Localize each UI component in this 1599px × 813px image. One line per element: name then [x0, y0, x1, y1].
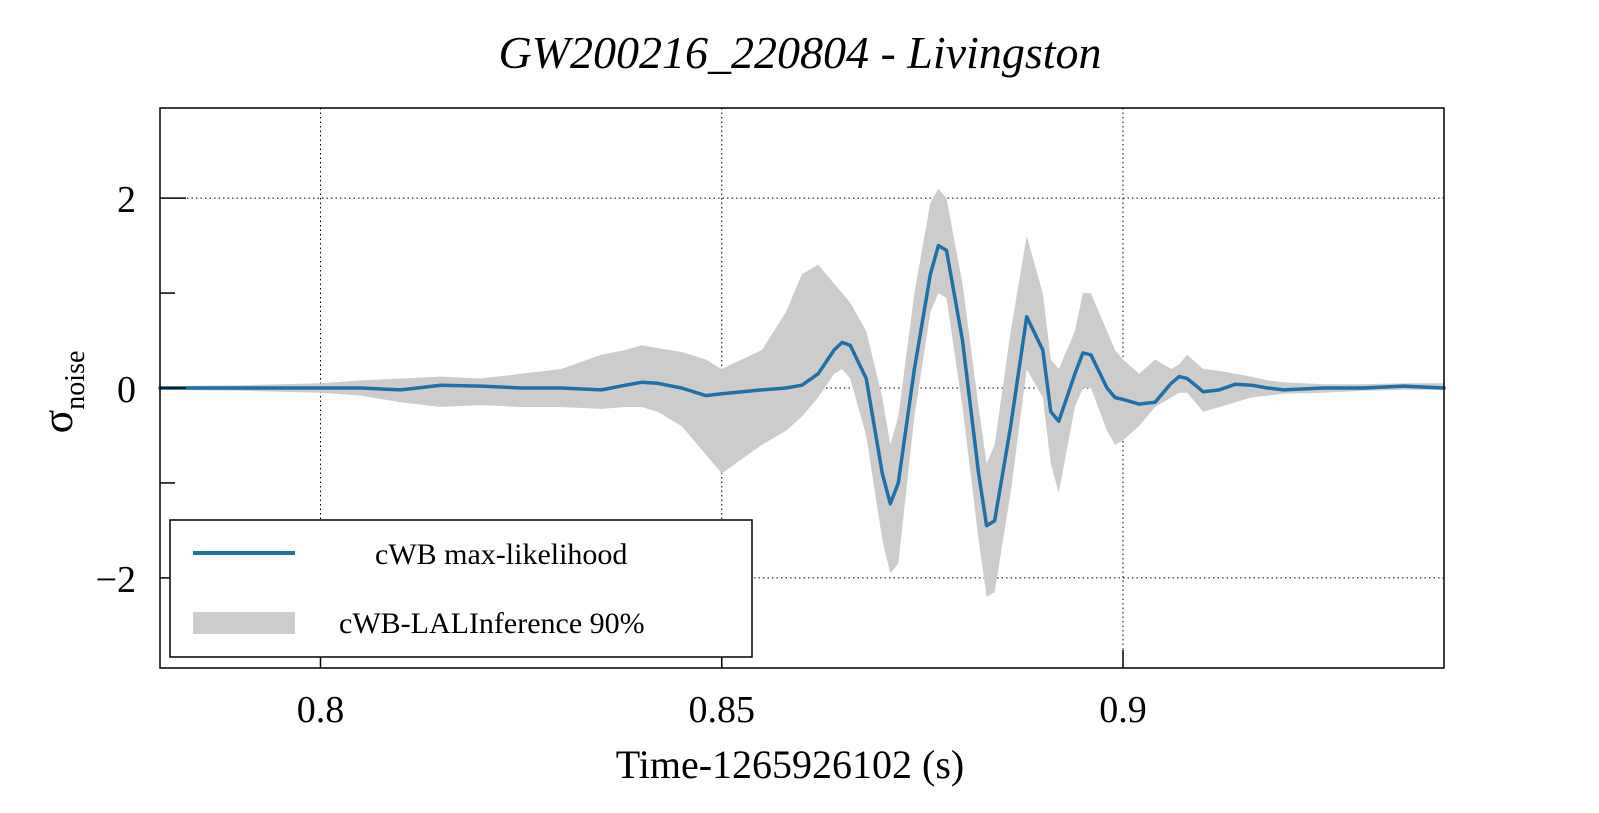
- y-axis-label-symbol: σ: [33, 409, 82, 433]
- x-tick-label-0: 0.8: [297, 689, 345, 731]
- band-area-0: [160, 188, 1444, 597]
- series-line-0: [158, 243, 1446, 528]
- line-layer: [158, 243, 1446, 528]
- y-axis-label: σnoise: [33, 351, 91, 434]
- band-layer: [160, 188, 1444, 597]
- plot-frame: [159, 107, 1445, 669]
- legend-box: [169, 519, 753, 658]
- chart-title: GW200216_220804 - Livingston: [498, 27, 1101, 78]
- legend-line-label: cWB max-likelihood: [375, 538, 627, 571]
- legend: cWB max-likelihood cWB-LALInference 90%: [169, 519, 753, 658]
- x-tick-label-1: 0.85: [689, 689, 756, 731]
- ticks: 0.8 0.85 0.9 −2 0 2: [96, 179, 1147, 731]
- svg-text:σnoise: σnoise: [33, 351, 91, 434]
- y-axis-label-subscript: noise: [60, 351, 91, 410]
- y-tick-label-2: 2: [117, 179, 136, 221]
- legend-band-swatch: [193, 612, 295, 634]
- x-tick-label-2: 0.9: [1099, 689, 1147, 731]
- x-axis-label: Time-1265926102 (s): [616, 742, 965, 787]
- legend-band-label: cWB-LALInference 90%: [339, 607, 645, 640]
- y-tick-label-0: −2: [96, 559, 136, 601]
- y-tick-label-1: 0: [117, 369, 136, 411]
